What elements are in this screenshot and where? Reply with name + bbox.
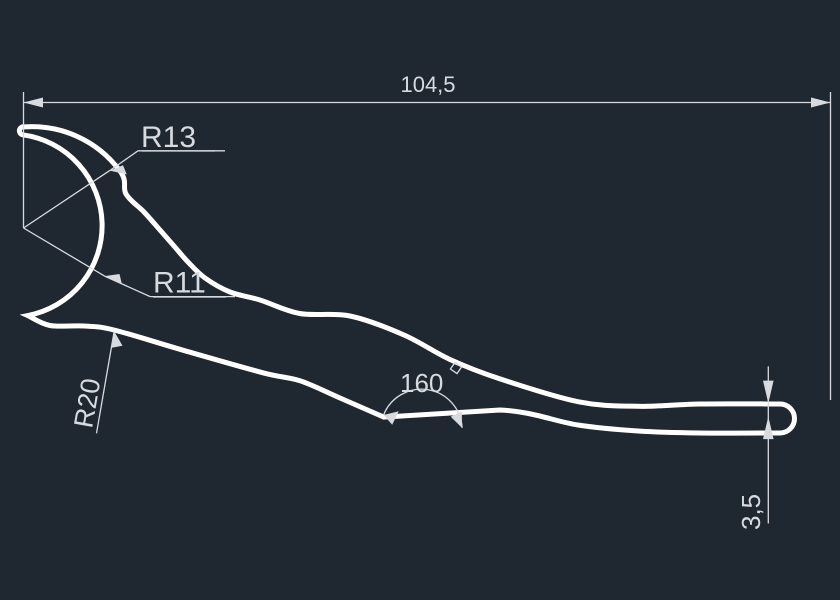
svg-text:160: 160: [400, 368, 443, 398]
svg-text:3,5: 3,5: [736, 494, 766, 530]
svg-text:R13: R13: [141, 121, 196, 154]
svg-text:R11: R11: [153, 267, 206, 300]
svg-text:104,5: 104,5: [400, 72, 455, 97]
